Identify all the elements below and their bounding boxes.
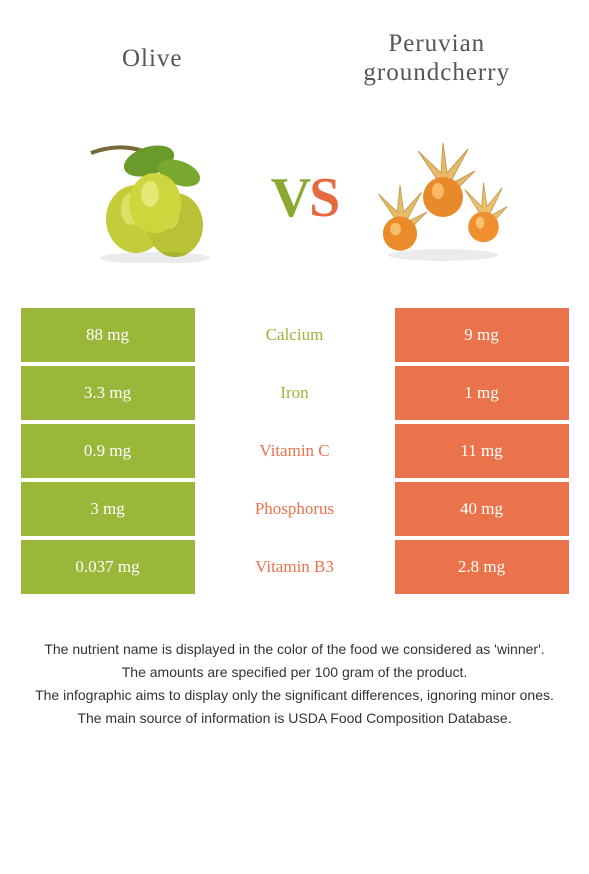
- cell-nutrient-name: Vitamin B3: [195, 540, 395, 594]
- title-left: Olive: [10, 45, 295, 73]
- cell-left-value: 3.3 mg: [21, 366, 195, 420]
- cell-nutrient-name: Iron: [195, 366, 395, 420]
- vs-s: S: [309, 167, 338, 229]
- table-row: 88 mgCalcium9 mg: [21, 308, 569, 362]
- title-right: Peruvian groundcherry: [295, 30, 580, 88]
- footnotes: The nutrient name is displayed in the co…: [0, 639, 589, 729]
- title-right-line1: Peruvian: [388, 30, 485, 57]
- table-row: 3.3 mgIron1 mg: [21, 366, 569, 420]
- footnote-line: The nutrient name is displayed in the co…: [20, 639, 569, 660]
- table-row: 0.037 mgVitamin B32.8 mg: [21, 540, 569, 594]
- cell-right-value: 1 mg: [395, 366, 569, 420]
- cell-left-value: 88 mg: [21, 308, 195, 362]
- groundcherry-icon: [368, 133, 518, 263]
- footnote-line: The infographic aims to display only the…: [20, 685, 569, 706]
- cell-left-value: 3 mg: [21, 482, 195, 536]
- vs-label: VS: [271, 166, 339, 230]
- olive-icon: [71, 133, 241, 263]
- title-right-line2: groundcherry: [363, 59, 510, 86]
- table-row: 0.9 mgVitamin C11 mg: [21, 424, 569, 478]
- cell-right-value: 11 mg: [395, 424, 569, 478]
- table-row: 3 mgPhosphorus40 mg: [21, 482, 569, 536]
- cell-nutrient-name: Vitamin C: [195, 424, 395, 478]
- vs-v: V: [271, 167, 309, 229]
- cell-nutrient-name: Phosphorus: [195, 482, 395, 536]
- cell-nutrient-name: Calcium: [195, 308, 395, 362]
- cell-right-value: 9 mg: [395, 308, 569, 362]
- nutrient-table: 88 mgCalcium9 mg3.3 mgIron1 mg0.9 mgVita…: [21, 308, 569, 594]
- cell-right-value: 2.8 mg: [395, 540, 569, 594]
- cell-right-value: 40 mg: [395, 482, 569, 536]
- cell-left-value: 0.037 mg: [21, 540, 195, 594]
- cell-left-value: 0.9 mg: [21, 424, 195, 478]
- footnote-line: The amounts are specified per 100 gram o…: [20, 662, 569, 683]
- footnote-line: The main source of information is USDA F…: [20, 708, 569, 729]
